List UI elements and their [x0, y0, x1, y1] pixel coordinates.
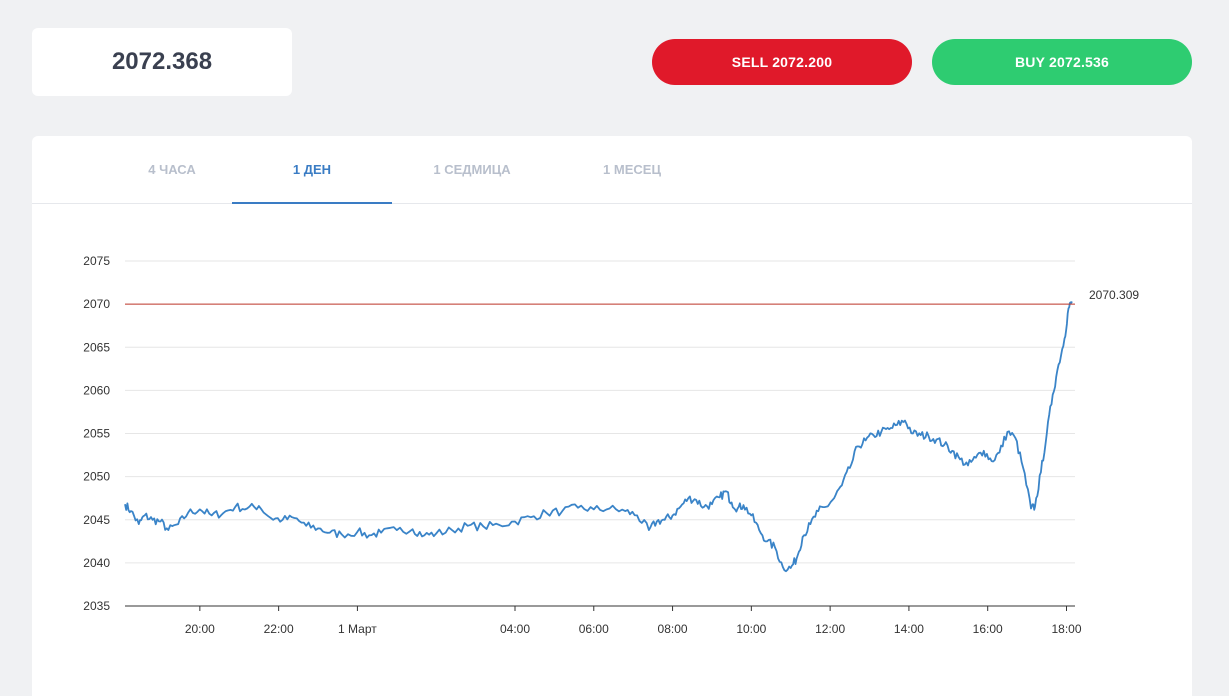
x-tick-label: 1 Март [338, 622, 377, 636]
tab-label: 1 МЕСЕЦ [603, 162, 661, 177]
y-tick-label: 2055 [83, 427, 110, 441]
x-tick-label: 08:00 [658, 622, 688, 636]
chart-panel: 4 ЧАСА 1 ДЕН 1 СЕДМИЦА 1 МЕСЕЦ [32, 136, 1192, 696]
current-price-marker: 2070.309 [125, 288, 1139, 305]
y-tick-label: 2035 [83, 599, 110, 613]
y-tick-label: 2075 [83, 254, 110, 268]
chart-series [124, 301, 1073, 573]
y-axis-labels: 2035 2040 2045 2050 2055 2060 2065 2070 2075 [83, 254, 110, 613]
buy-button[interactable]: BUY 2072.536 [932, 39, 1192, 85]
x-tick-label: 22:00 [264, 622, 294, 636]
y-tick-label: 2040 [83, 556, 110, 570]
x-tick-label: 04:00 [500, 622, 530, 636]
x-tick-label: 06:00 [579, 622, 609, 636]
sell-button-label: SELL 2072.200 [731, 54, 833, 70]
x-tick-label: 16:00 [973, 622, 1003, 636]
tab-1-day[interactable]: 1 ДЕН [232, 136, 392, 204]
x-tick-label: 18:00 [1051, 622, 1081, 636]
y-tick-label: 2060 [83, 383, 110, 397]
tab-4-hours[interactable]: 4 ЧАСА [92, 136, 252, 203]
tab-label: 4 ЧАСА [148, 162, 196, 177]
y-tick-label: 2065 [83, 340, 110, 354]
tab-label: 1 ДЕН [292, 162, 332, 177]
current-price-display: 2072.368 [32, 28, 292, 96]
tab-1-week[interactable]: 1 СЕДМИЦА [392, 136, 552, 203]
x-axis: 20:00 22:00 1 Март 04:00 06:00 08:00 10:00 12:0… [125, 605, 1082, 636]
tab-label: 1 СЕДМИЦА [433, 162, 511, 177]
x-tick-label: 12:00 [815, 622, 845, 636]
current-price-label: 2070.309 [1089, 288, 1139, 302]
x-tick-label: 10:00 [736, 622, 766, 636]
tab-1-month[interactable]: 1 МЕСЕЦ [552, 136, 712, 203]
current-price-value: 2072.368 [111, 48, 213, 75]
y-tick-label: 2050 [83, 470, 110, 484]
y-tick-label: 2070 [83, 297, 110, 311]
x-tick-label: 20:00 [185, 622, 215, 636]
chart-grid [125, 260, 1075, 564]
y-tick-label: 2045 [83, 513, 110, 527]
timeframe-tabs: 4 ЧАСА 1 ДЕН 1 СЕДМИЦА 1 МЕСЕЦ [32, 136, 1192, 204]
sell-button[interactable]: SELL 2072.200 [652, 39, 912, 85]
x-tick-label: 14:00 [894, 622, 924, 636]
price-chart: 2035 2040 2045 2050 2055 2060 2065 2070 2075 20:… [83, 254, 1139, 636]
price-series-line [124, 301, 1073, 573]
buy-button-label: BUY 2072.536 [1015, 54, 1109, 70]
